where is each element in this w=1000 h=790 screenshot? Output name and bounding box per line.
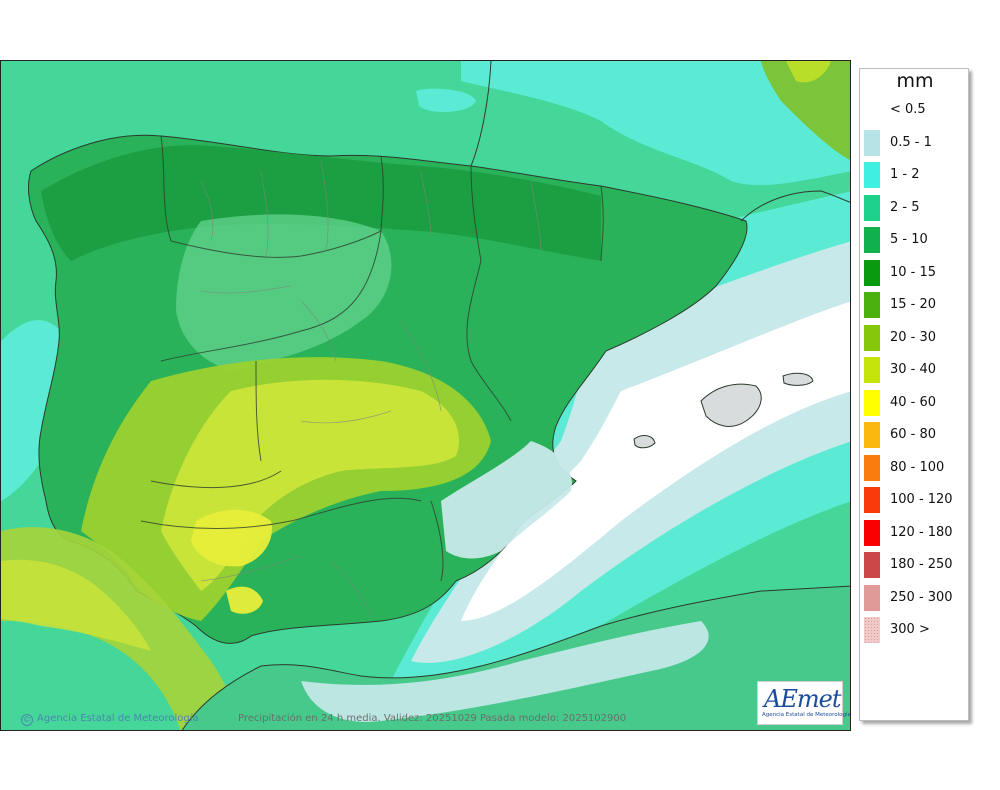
legend-swatch bbox=[864, 194, 880, 221]
legend-swatch bbox=[864, 357, 880, 383]
legend-label: 180 - 250 bbox=[890, 557, 953, 572]
legend-swatch bbox=[864, 324, 880, 351]
menorca-island bbox=[782, 372, 814, 386]
legend-label: 5 - 10 bbox=[890, 232, 928, 247]
legend-swatch bbox=[864, 227, 880, 253]
precipitation-map[interactable]: © Agencia Estatal de Meteorología Precipi… bbox=[0, 60, 851, 731]
legend-item: 100 - 120 bbox=[864, 487, 964, 513]
map-caption: Precipitación en 24 h media. Validez: 20… bbox=[238, 713, 627, 724]
legend-item: 1 - 2 bbox=[864, 162, 964, 188]
legend-label: 20 - 30 bbox=[890, 329, 937, 345]
gulf-cadiz-band bbox=[1, 559, 151, 651]
legend-item: 60 - 80 bbox=[864, 422, 964, 448]
region-boundaries bbox=[140, 135, 604, 582]
sea-cyan-patch bbox=[1, 320, 65, 501]
legend-item: 30 - 40 bbox=[864, 357, 964, 383]
legend-label: 80 - 100 bbox=[890, 459, 945, 475]
copyright-icon: © bbox=[21, 714, 33, 726]
aemet-logo-subtitle: Agencia Estatal de Meteorología bbox=[762, 712, 851, 718]
aemet-logo: AEmet Agencia Estatal de Meteorología bbox=[757, 681, 850, 725]
legend-label: 300 > bbox=[890, 622, 930, 637]
legend-swatch bbox=[864, 129, 880, 156]
legend-label: 15 - 20 bbox=[890, 297, 937, 312]
north-africa-pale-zone bbox=[301, 621, 709, 722]
legend-swatch bbox=[864, 552, 880, 578]
legend-item: 40 - 60 bbox=[864, 389, 964, 416]
legend-swatch bbox=[864, 584, 880, 611]
sea-green-patch bbox=[761, 61, 850, 160]
legend-label: 100 - 120 bbox=[890, 492, 953, 507]
legend-item: 20 - 30 bbox=[864, 324, 964, 351]
legend-item: 15 - 20 bbox=[864, 292, 964, 318]
legend-label: 30 - 40 bbox=[890, 362, 937, 377]
sea-dry-band bbox=[461, 301, 850, 621]
map-canvas[interactable] bbox=[1, 61, 851, 731]
mallorca-island bbox=[700, 383, 762, 427]
legend-label: 0.5 - 1 bbox=[890, 134, 932, 150]
north-rain-band bbox=[41, 145, 601, 261]
legend-panel: mm < 0.5 0.5 - 1 1 - 2 2 - 5 5 - 10 10 - 15 15… bbox=[859, 68, 969, 721]
legend-swatch bbox=[864, 617, 880, 643]
map-credit: © Agencia Estatal de Meteorología bbox=[21, 713, 199, 726]
legend-item: 0.5 - 1 bbox=[864, 129, 964, 156]
legend-swatch bbox=[864, 292, 880, 318]
legend-swatch bbox=[864, 487, 880, 513]
province-boundaries bbox=[200, 160, 542, 617]
aemet-logo-wordmark: AEmet bbox=[764, 685, 841, 713]
legend-label: 120 - 180 bbox=[890, 524, 953, 540]
ibiza-island bbox=[633, 435, 656, 449]
legend-item: 250 - 300 bbox=[864, 584, 964, 611]
legend-label: 1 - 2 bbox=[890, 167, 920, 182]
legend-swatch bbox=[864, 259, 880, 286]
legend-item: 180 - 250 bbox=[864, 552, 964, 578]
legend-item: 5 - 10 bbox=[864, 227, 964, 253]
sea-cyan-patch bbox=[461, 61, 850, 186]
legend-swatch bbox=[864, 422, 880, 448]
se-coast-light-zone bbox=[441, 441, 572, 559]
legend-swatch bbox=[864, 162, 880, 188]
legend-item: 120 - 180 bbox=[864, 519, 964, 546]
legend-label: 250 - 300 bbox=[890, 589, 953, 605]
map-credit-text: Agencia Estatal de Meteorología bbox=[37, 713, 199, 724]
legend-swatch bbox=[864, 389, 880, 416]
legend-label: 60 - 80 bbox=[890, 427, 937, 442]
legend-label: 10 - 15 bbox=[890, 264, 937, 280]
legend-label: 2 - 5 bbox=[890, 199, 920, 215]
sea-yellow-patch bbox=[786, 61, 831, 83]
legend-label: 40 - 60 bbox=[890, 394, 937, 410]
legend-item: < 0.5 bbox=[864, 97, 964, 123]
sw-max-rain-core bbox=[226, 586, 263, 614]
legend-swatch bbox=[864, 519, 880, 546]
sea-cyan-patch bbox=[416, 88, 476, 113]
legend-item: 80 - 100 bbox=[864, 454, 964, 481]
legend-swatch bbox=[864, 454, 880, 481]
legend-swatch bbox=[864, 97, 880, 123]
legend-label: < 0.5 bbox=[890, 102, 926, 117]
legend-item: 300 > bbox=[864, 617, 964, 643]
legend-item: 2 - 5 bbox=[864, 194, 964, 221]
sw-max-rain-core bbox=[191, 509, 272, 567]
legend-item: 10 - 15 bbox=[864, 259, 964, 286]
france-coastline bbox=[470, 61, 850, 222]
legend-title: mm bbox=[896, 70, 934, 92]
